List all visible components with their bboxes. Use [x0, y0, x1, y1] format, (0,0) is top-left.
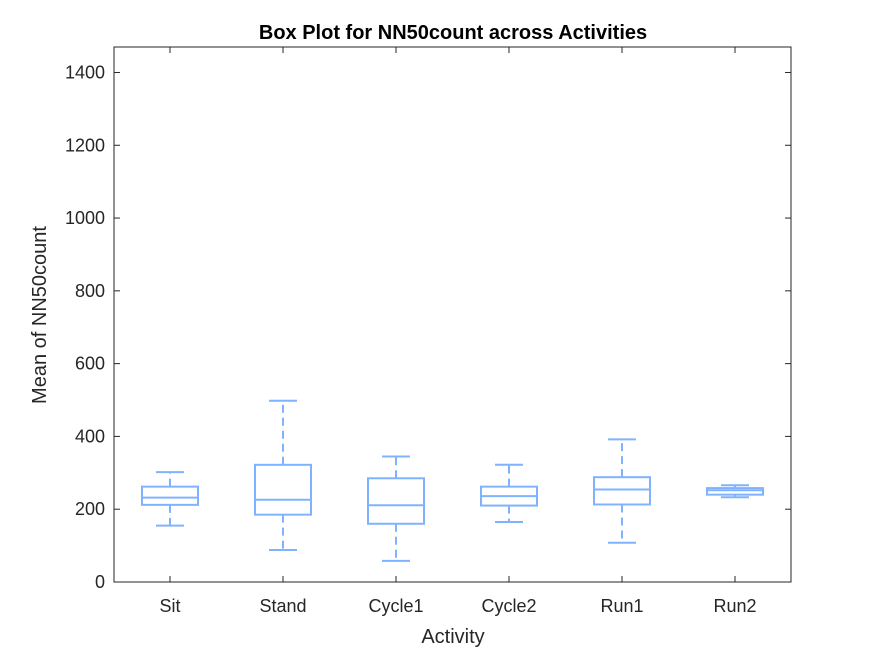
x-axis-label: Activity	[421, 626, 484, 648]
x-tick-label: Cycle2	[481, 596, 536, 616]
x-tick-label: Stand	[259, 596, 306, 616]
chart-title: Box Plot for NN50count across Activities	[259, 22, 647, 44]
plot-area	[113, 46, 792, 583]
x-axis: Sit Stand Cycle1 Cycle2 Run1 Run2	[159, 47, 757, 616]
y-tick-label: 1000	[65, 208, 105, 228]
y-tick-label: 1400	[65, 62, 105, 82]
iqr-box	[593, 476, 651, 506]
x-tick-label: Run2	[713, 596, 756, 616]
box-run1	[593, 438, 651, 544]
x-tick-label: Cycle1	[368, 596, 423, 616]
y-tick-label: 0	[95, 572, 105, 592]
box-cycle2	[480, 463, 538, 523]
box-stand	[254, 399, 312, 551]
box-run2	[706, 484, 764, 499]
iqr-box	[706, 487, 764, 496]
y-axis: 0 200 400 600 800 1000 1200 1400	[65, 62, 791, 592]
x-tick-label: Sit	[159, 596, 180, 616]
iqr-box	[141, 485, 199, 506]
iqr-box	[254, 463, 312, 516]
y-tick-label: 200	[75, 499, 105, 519]
boxes-group	[141, 399, 764, 562]
y-axis-label: Mean of NN50count	[29, 226, 51, 404]
iqr-box	[367, 477, 425, 525]
box-sit	[141, 471, 199, 527]
y-tick-label: 400	[75, 426, 105, 446]
box-cycle1	[367, 455, 425, 562]
y-tick-label: 800	[75, 281, 105, 301]
y-tick-label: 600	[75, 354, 105, 374]
x-tick-label: Run1	[600, 596, 643, 616]
y-tick-label: 1200	[65, 135, 105, 155]
